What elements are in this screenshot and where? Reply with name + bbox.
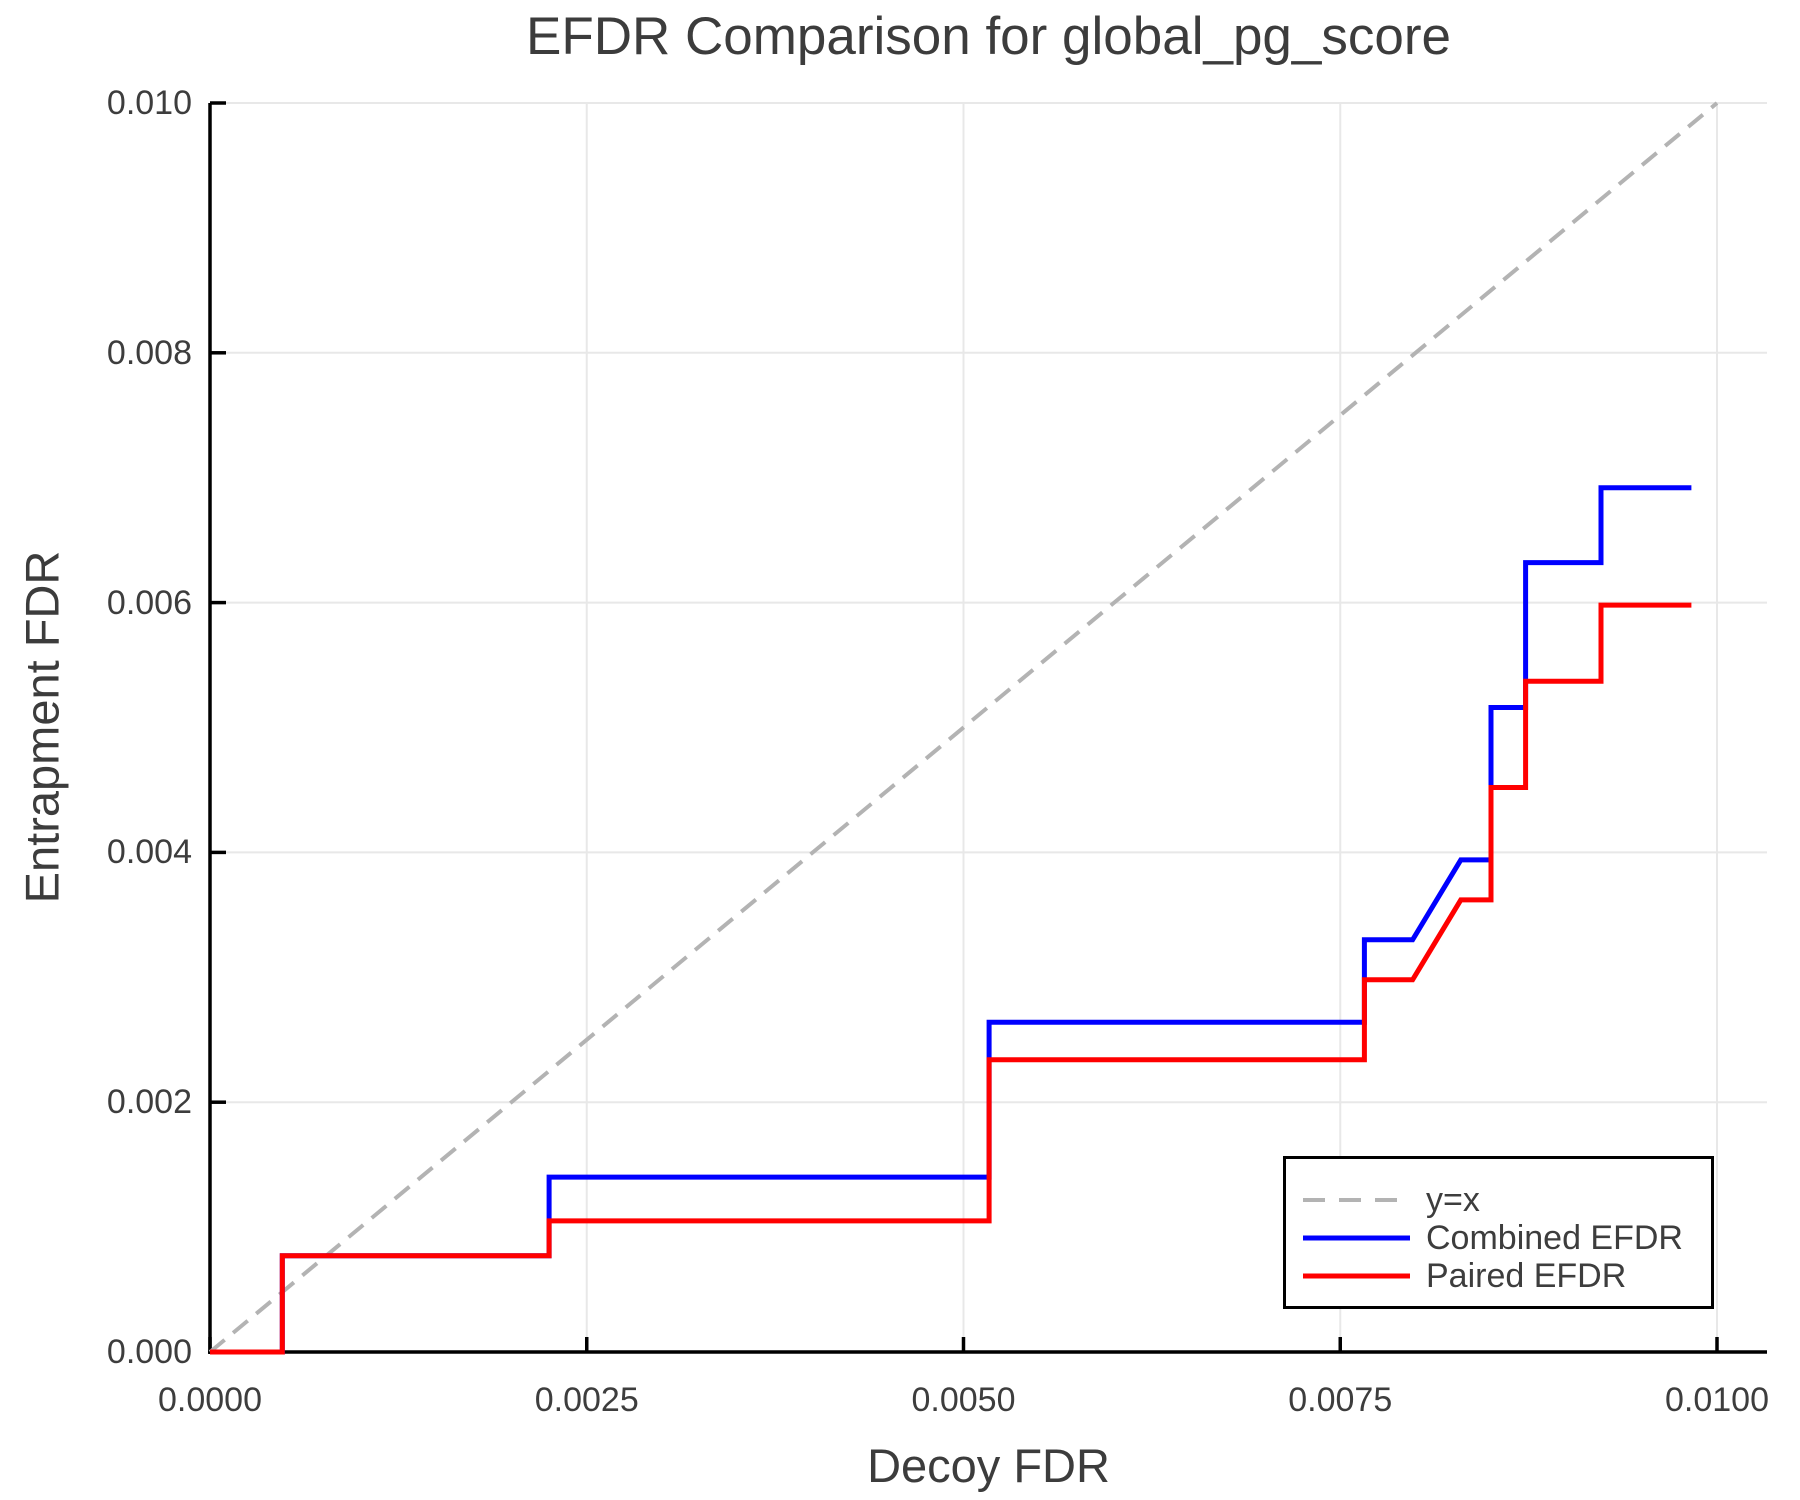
- x-tick-label: 0.0075: [1288, 1381, 1393, 1419]
- x-tick-label: 0.0050: [911, 1381, 1016, 1419]
- dashed-line-sample-icon: [1303, 1198, 1410, 1202]
- legend: y=x Combined EFDR Paired EFDR: [1283, 1156, 1714, 1309]
- legend-item-paired-efdr: Paired EFDR: [1303, 1257, 1711, 1295]
- red-line-sample-icon: [1303, 1273, 1410, 1279]
- y-tick-label: 0.008: [106, 333, 192, 372]
- y-tick-label: 0.000: [106, 1333, 192, 1371]
- x-axis-label: Decoy FDR: [867, 1439, 1110, 1492]
- legend-item-combined-efdr: Combined EFDR: [1303, 1219, 1711, 1257]
- series-y-x: [208, 101, 1719, 1354]
- x-tick-label: 0.0025: [534, 1381, 639, 1419]
- y-tick-label: 0.004: [106, 833, 192, 872]
- x-tick-label: 0.0000: [158, 1381, 262, 1419]
- blue-line-sample-icon: [1303, 1235, 1410, 1241]
- legend-label-yx: y=x: [1426, 1181, 1480, 1219]
- x-tick-label: 0.0100: [1665, 1381, 1769, 1419]
- legend-label-combined-efdr: Combined EFDR: [1426, 1219, 1683, 1257]
- y-tick-label: 0.006: [106, 583, 192, 622]
- legend-label-paired-efdr: Paired EFDR: [1426, 1257, 1627, 1295]
- chart-title: EFDR Comparison for global_pg_score: [526, 7, 1451, 66]
- y-tick-label: 0.002: [106, 1083, 192, 1122]
- legend-item-yx: y=x: [1303, 1181, 1711, 1219]
- series-paired-efdr: [210, 602, 1692, 1355]
- y-tick-label: 0.010: [106, 84, 192, 122]
